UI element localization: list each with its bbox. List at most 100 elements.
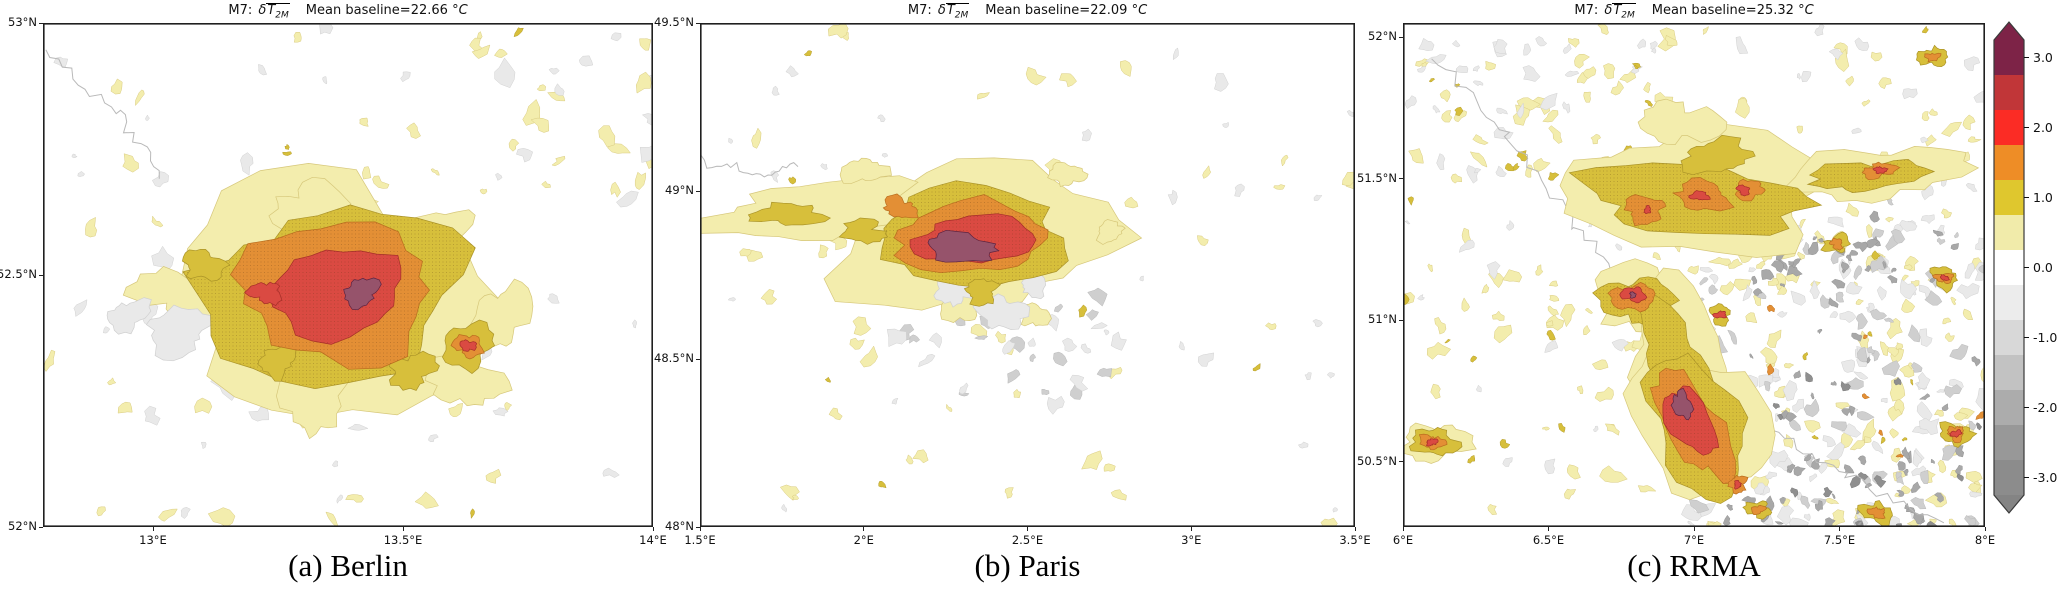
panel-title-berlin: M7: δT2M Mean baseline=22.66 °C	[43, 3, 653, 21]
y-tick-label: 48°N	[665, 519, 694, 533]
title-unit: °C	[1798, 3, 1814, 18]
y-tick-mark	[1399, 178, 1403, 180]
x-tick-mark	[1693, 527, 1695, 531]
contour-map-rrma	[1403, 23, 1985, 527]
y-tick-mark	[39, 526, 43, 528]
river-lines	[700, 155, 799, 178]
x-tick-mark	[1027, 527, 1028, 531]
x-tick-label: 6.5°E	[1532, 533, 1565, 547]
y-tick-label: 52°N	[8, 519, 37, 533]
title-math-symbol: δT2M	[937, 3, 970, 21]
title-model: M7:	[1574, 3, 1599, 18]
y-tick-label: 52°N	[1368, 29, 1397, 44]
x-tick-label: 7.5°E	[1823, 533, 1856, 547]
y-tick-label: 49°N	[665, 183, 694, 197]
title-baseline-label: Mean baseline=	[1651, 3, 1757, 18]
title-baseline-label: Mean baseline=	[985, 3, 1091, 18]
title-model: M7:	[907, 3, 932, 18]
title-unit: °C	[1131, 3, 1148, 18]
colorbar-band	[1994, 145, 2024, 180]
title-baseline-value: 25.32	[1756, 3, 1794, 18]
colorbar-tick-label: 3.0	[2033, 50, 2053, 65]
y-tick-mark	[696, 526, 700, 528]
colorbar-tick-label: -1.0	[2033, 330, 2057, 345]
x-tick-mark	[1984, 527, 1986, 531]
x-tick-label: 1.5°E	[684, 533, 716, 547]
x-tick-mark	[152, 527, 154, 531]
contour-layer	[1403, 44, 1980, 527]
y-tick-label: 53°N	[8, 15, 37, 29]
y-tick-mark	[39, 22, 43, 24]
colorbar-band	[1994, 460, 2024, 495]
contour-layer	[700, 157, 1143, 330]
colorbar-band	[1994, 355, 2024, 390]
colorbar-band	[1994, 390, 2024, 425]
colorbar-band	[1994, 180, 2024, 215]
river-lines	[1431, 58, 1945, 524]
title-unit: °C	[452, 3, 468, 18]
x-tick-label: 13°E	[139, 533, 167, 547]
contour-map-berlin	[43, 23, 653, 527]
panel-title-rrma: M7: δT2M Mean baseline=25.32 °C	[1403, 3, 1985, 21]
x-tick-mark	[1190, 527, 1192, 531]
y-tick-label: 51.5°N	[1357, 170, 1397, 185]
colorbar-tick-label: -3.0	[2033, 470, 2057, 485]
x-tick-mark	[699, 527, 701, 531]
x-tick-label: 13.5°E	[383, 533, 423, 547]
x-tick-mark	[652, 527, 654, 531]
colorbar-band	[1994, 320, 2024, 355]
y-tick-label: 52.5°N	[0, 267, 37, 281]
colorbar-tick-label: 2.0	[2033, 120, 2053, 135]
colorbar-under-arrow	[1994, 495, 2024, 513]
title-math-symbol: δT2M	[258, 3, 290, 21]
speckle-layer	[727, 23, 1355, 527]
caption-paris: (b) Paris	[974, 548, 1081, 583]
x-tick-label: 7°E	[1683, 533, 1705, 547]
y-tick-label: 49.5°N	[654, 15, 694, 29]
colorbar-band	[1994, 425, 2024, 460]
x-tick-label: 2.5°E	[1011, 533, 1044, 547]
title-math-symbol: δT2M	[1604, 3, 1636, 21]
y-tick-label: 48.5°N	[654, 351, 694, 365]
y-tick-mark	[696, 358, 700, 360]
caption-rrma: (c) RRMA	[1627, 548, 1761, 583]
y-tick-label: 51°N	[1368, 312, 1397, 327]
colorbar-band	[1994, 215, 2024, 250]
x-tick-mark	[1839, 527, 1840, 531]
colorbar-band	[1994, 40, 2024, 75]
x-tick-label: 3.5°E	[1339, 533, 1371, 547]
contour-map-paris	[700, 23, 1355, 527]
colorbar-band	[1994, 110, 2024, 145]
y-tick-mark	[1399, 319, 1403, 321]
colorbar-over-arrow	[1994, 22, 2024, 40]
x-tick-mark	[1402, 527, 1404, 531]
title-model: M7:	[228, 3, 253, 18]
y-tick-mark	[696, 22, 700, 24]
contour-layer	[106, 163, 534, 440]
panel-title-paris: M7: δT2M Mean baseline=22.09 °C	[700, 3, 1355, 21]
colorbar-tick-label: 1.0	[2033, 190, 2053, 205]
title-baseline-label: Mean baseline=	[305, 3, 411, 18]
colorbar-tick-label: -2.0	[2033, 400, 2057, 415]
y-tick-label: 50.5°N	[1357, 453, 1397, 468]
y-tick-mark	[39, 274, 43, 276]
y-tick-mark	[1399, 461, 1403, 463]
title-baseline-value: 22.66	[410, 3, 448, 18]
x-tick-label: 3°E	[1181, 533, 1202, 547]
x-tick-mark	[1548, 527, 1549, 531]
title-baseline-value: 22.09	[1090, 3, 1128, 18]
river-lines	[45, 49, 160, 179]
colorbar-band	[1994, 75, 2024, 110]
x-tick-label: 8°E	[1974, 533, 1996, 547]
colorbar-tick-label: 0.0	[2033, 260, 2053, 275]
caption-berlin: (a) Berlin	[288, 548, 408, 583]
x-tick-mark	[402, 527, 404, 531]
x-tick-mark	[1354, 527, 1356, 531]
x-tick-label: 6°E	[1392, 533, 1414, 547]
x-tick-label: 14°E	[639, 533, 667, 547]
colorbar-band	[1994, 250, 2024, 285]
x-tick-mark	[863, 527, 865, 531]
colorbar-band	[1994, 285, 2024, 320]
y-tick-mark	[1399, 36, 1403, 38]
